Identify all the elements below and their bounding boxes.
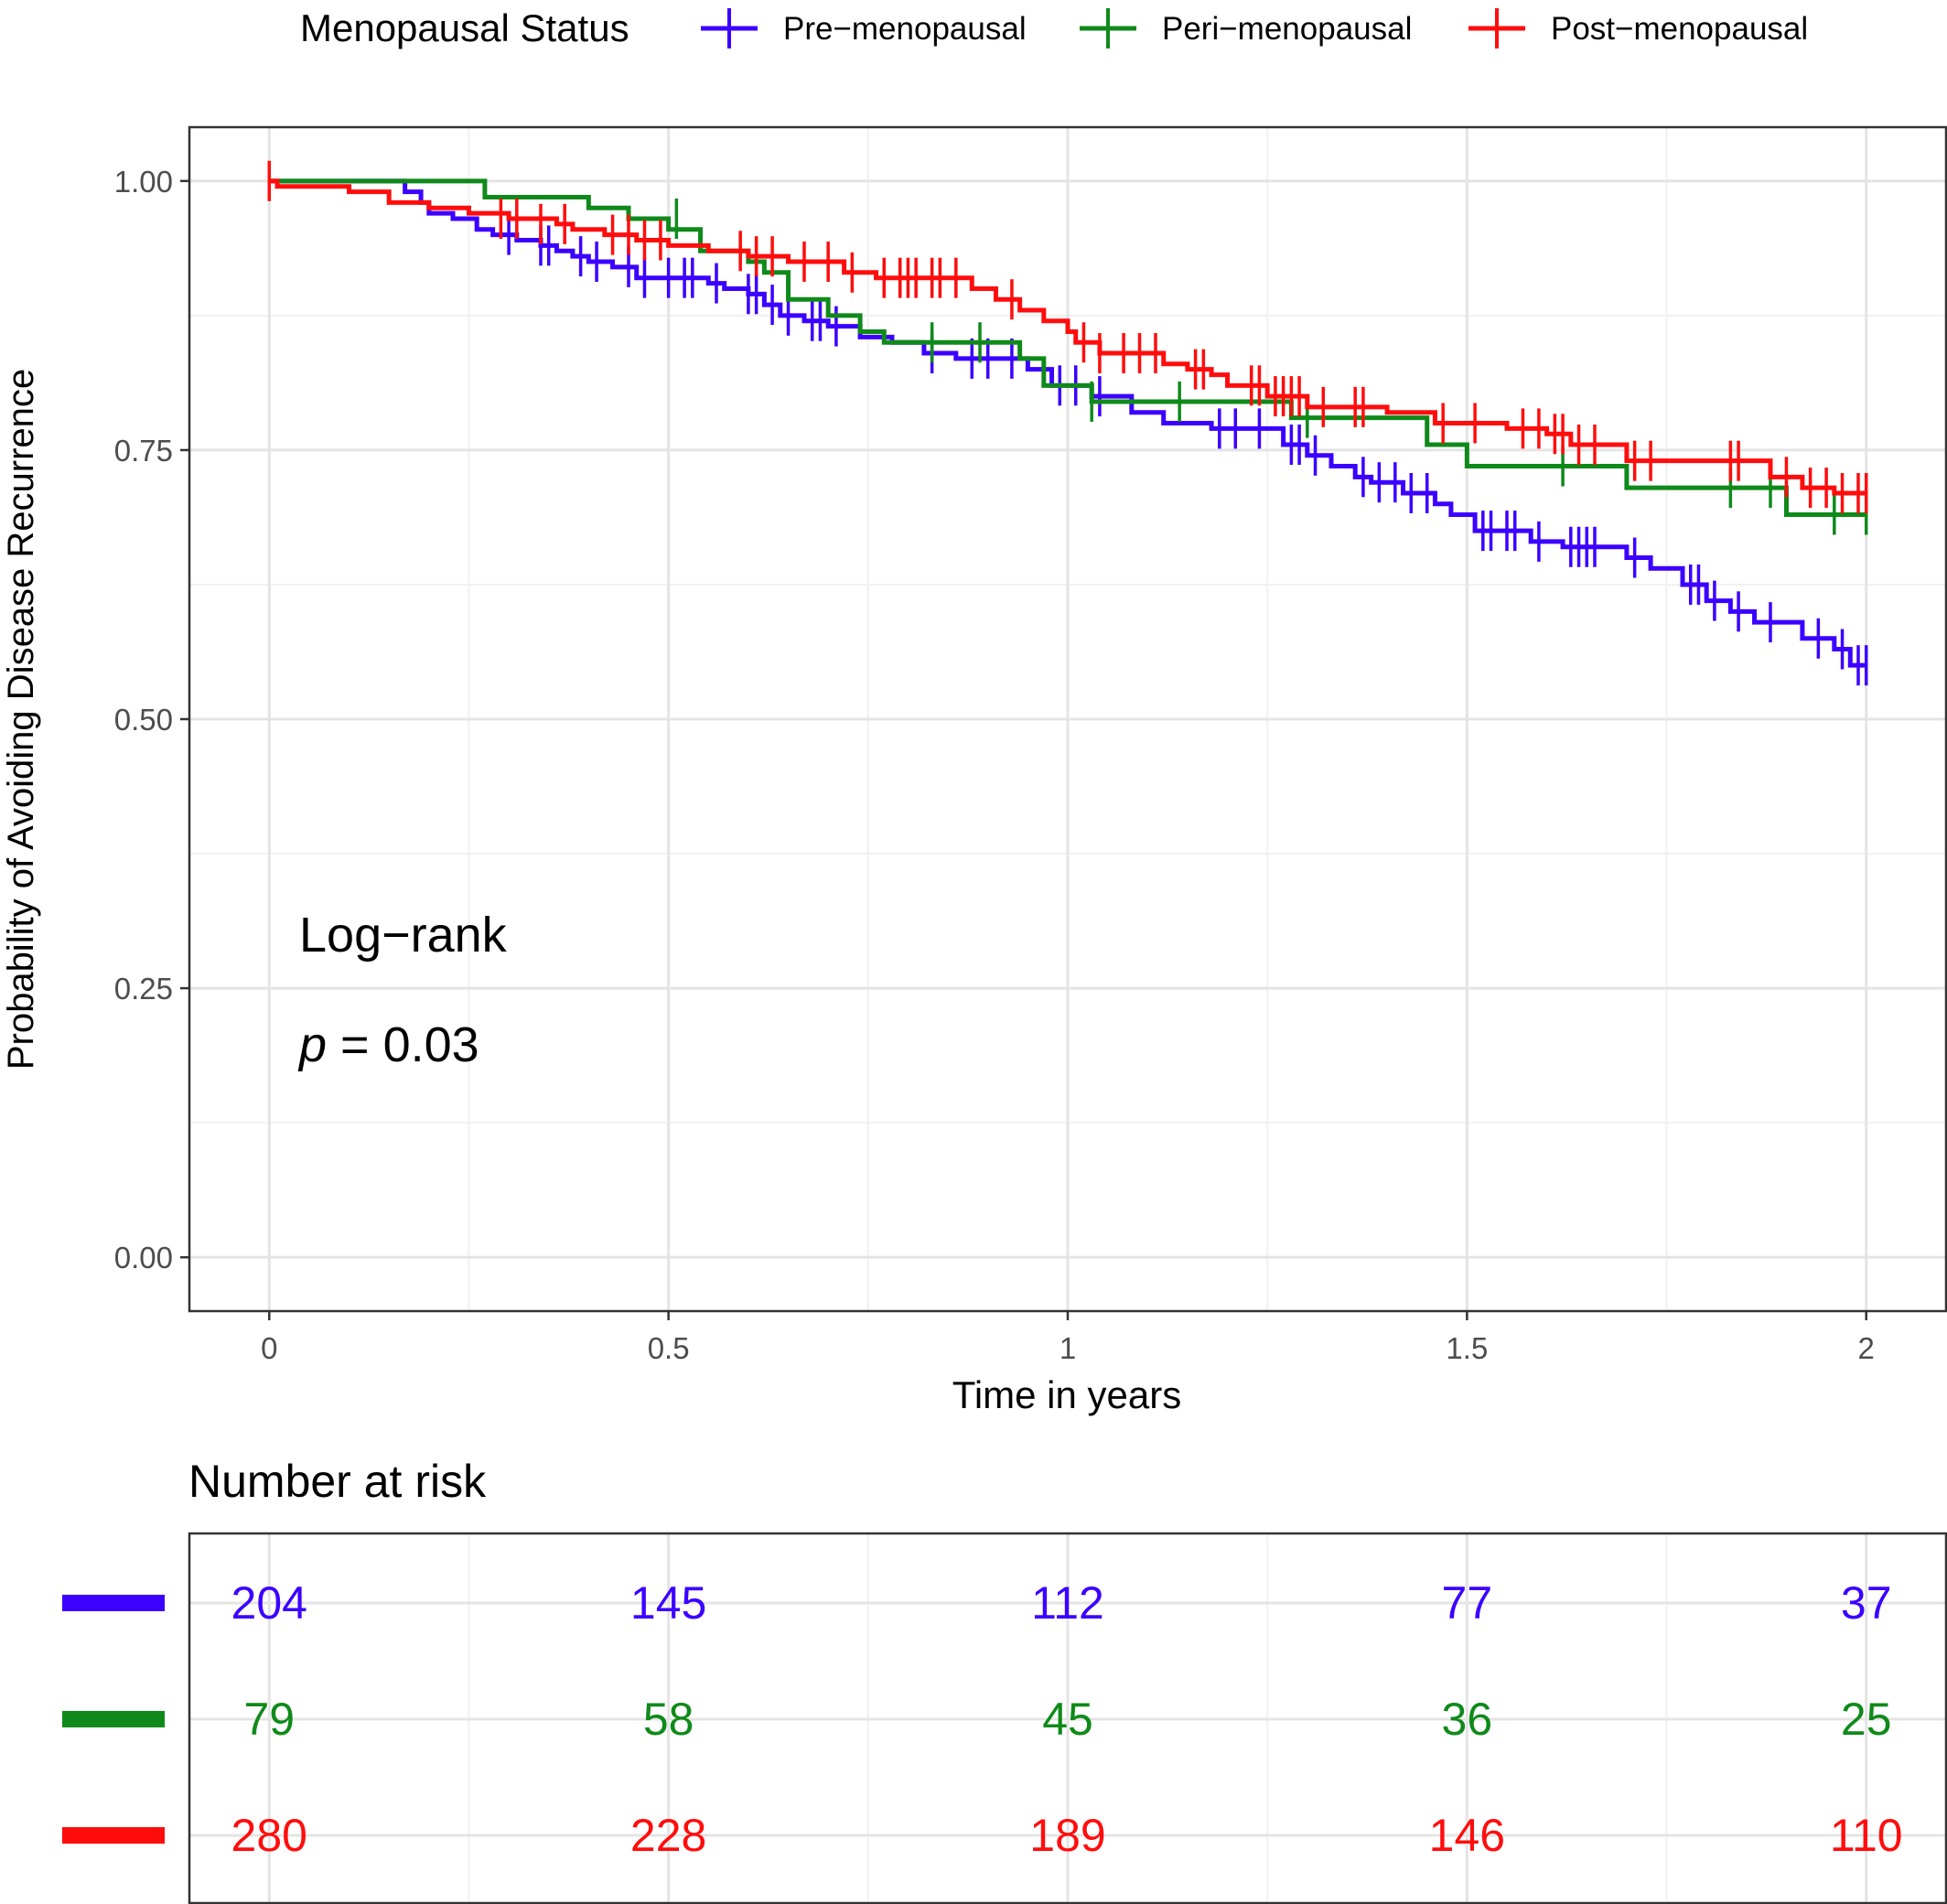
series-3 — [267, 160, 1868, 513]
legend-label: Peri−menopausal — [1162, 11, 1412, 47]
y-tick-label: 0.50 — [114, 703, 173, 737]
risk-table-cells: 204 145 112 77 37 79 58 45 36 25 280 228 189 146 110 — [231, 1577, 1903, 1861]
risk-count: 37 — [1841, 1577, 1892, 1629]
x-tick-label: 1 — [1060, 1331, 1076, 1365]
legend-entry: Pre−menopausal — [701, 8, 1027, 48]
risk-count: 79 — [243, 1694, 295, 1745]
risk-count: 228 — [630, 1810, 706, 1861]
legend-label: Post−menopausal — [1551, 11, 1808, 47]
x-axis: 0 0.5 1 1.5 2 — [261, 1311, 1875, 1365]
y-axis-label: Probability of Avoiding Disease Recurren… — [1, 369, 41, 1070]
risk-count: 146 — [1429, 1810, 1505, 1861]
legend-title: Menopausal Status — [300, 6, 629, 49]
risk-row-2: 79 58 45 36 25 — [243, 1694, 1891, 1745]
risk-count: 145 — [630, 1577, 706, 1629]
plot-panel: 0.00 0.25 0.50 0.75 1.00 0 0.5 1 1.5 2 Probabili… — [1, 125, 1947, 1416]
risk-count: 204 — [231, 1577, 307, 1629]
risk-count: 110 — [1830, 1810, 1903, 1861]
survival-curve — [269, 178, 1866, 517]
risk-table-title: Number at risk — [188, 1456, 487, 1507]
risk-table: Number at risk 204 145 112 77 37 79 58 45 36 25 28… — [62, 1456, 1947, 1904]
risk-count: 189 — [1029, 1810, 1105, 1861]
legend: Menopausal Status Pre−menopausal Peri−men… — [300, 6, 1808, 49]
y-tick-label: 0.75 — [114, 434, 173, 468]
p-symbol: p — [297, 1017, 327, 1072]
survival-curve — [269, 178, 1866, 668]
x-tick-label: 0.5 — [648, 1331, 690, 1365]
y-tick-label: 0.00 — [114, 1241, 173, 1275]
risk-count: 77 — [1442, 1577, 1493, 1629]
logrank-annotation: Log−rank p = 0.03 — [297, 908, 508, 1072]
risk-table-swatches — [62, 1595, 165, 1844]
logrank-label: Log−rank — [299, 908, 508, 963]
survival-curve — [269, 178, 1866, 496]
x-tick-label: 1.5 — [1446, 1331, 1488, 1365]
legend-label: Pre−menopausal — [783, 11, 1027, 47]
x-tick-label: 0 — [261, 1331, 277, 1365]
risk-row-swatch — [62, 1827, 165, 1844]
y-axis: 0.00 0.25 0.50 0.75 1.00 — [114, 165, 189, 1275]
x-axis-label: Time in years — [952, 1373, 1182, 1416]
risk-row-swatch — [62, 1711, 165, 1727]
risk-count: 58 — [643, 1694, 694, 1745]
risk-row-1: 204 145 112 77 37 — [231, 1577, 1892, 1629]
risk-table-grid — [189, 1533, 1946, 1903]
risk-count: 280 — [231, 1810, 307, 1861]
legend-entry: Peri−menopausal — [1080, 8, 1412, 48]
risk-row-swatch — [62, 1595, 165, 1611]
risk-count: 112 — [1031, 1577, 1104, 1629]
series-2 — [269, 178, 1868, 535]
risk-table-border — [188, 1532, 1947, 1904]
y-tick-label: 0.25 — [114, 972, 173, 1006]
risk-row-3: 280 228 189 146 110 — [231, 1810, 1903, 1861]
risk-count: 25 — [1841, 1694, 1892, 1745]
risk-count: 45 — [1042, 1694, 1093, 1745]
legend-entry: Post−menopausal — [1468, 8, 1808, 48]
legend-entries: Pre−menopausal Peri−menopausal Post−menopa… — [701, 8, 1808, 48]
p-value: p = 0.03 — [297, 1017, 479, 1072]
risk-count: 36 — [1442, 1694, 1493, 1745]
series-layer — [267, 160, 1868, 686]
x-tick-label: 2 — [1858, 1331, 1875, 1365]
p-value-number: = 0.03 — [327, 1017, 479, 1072]
y-tick-label: 1.00 — [114, 165, 173, 199]
